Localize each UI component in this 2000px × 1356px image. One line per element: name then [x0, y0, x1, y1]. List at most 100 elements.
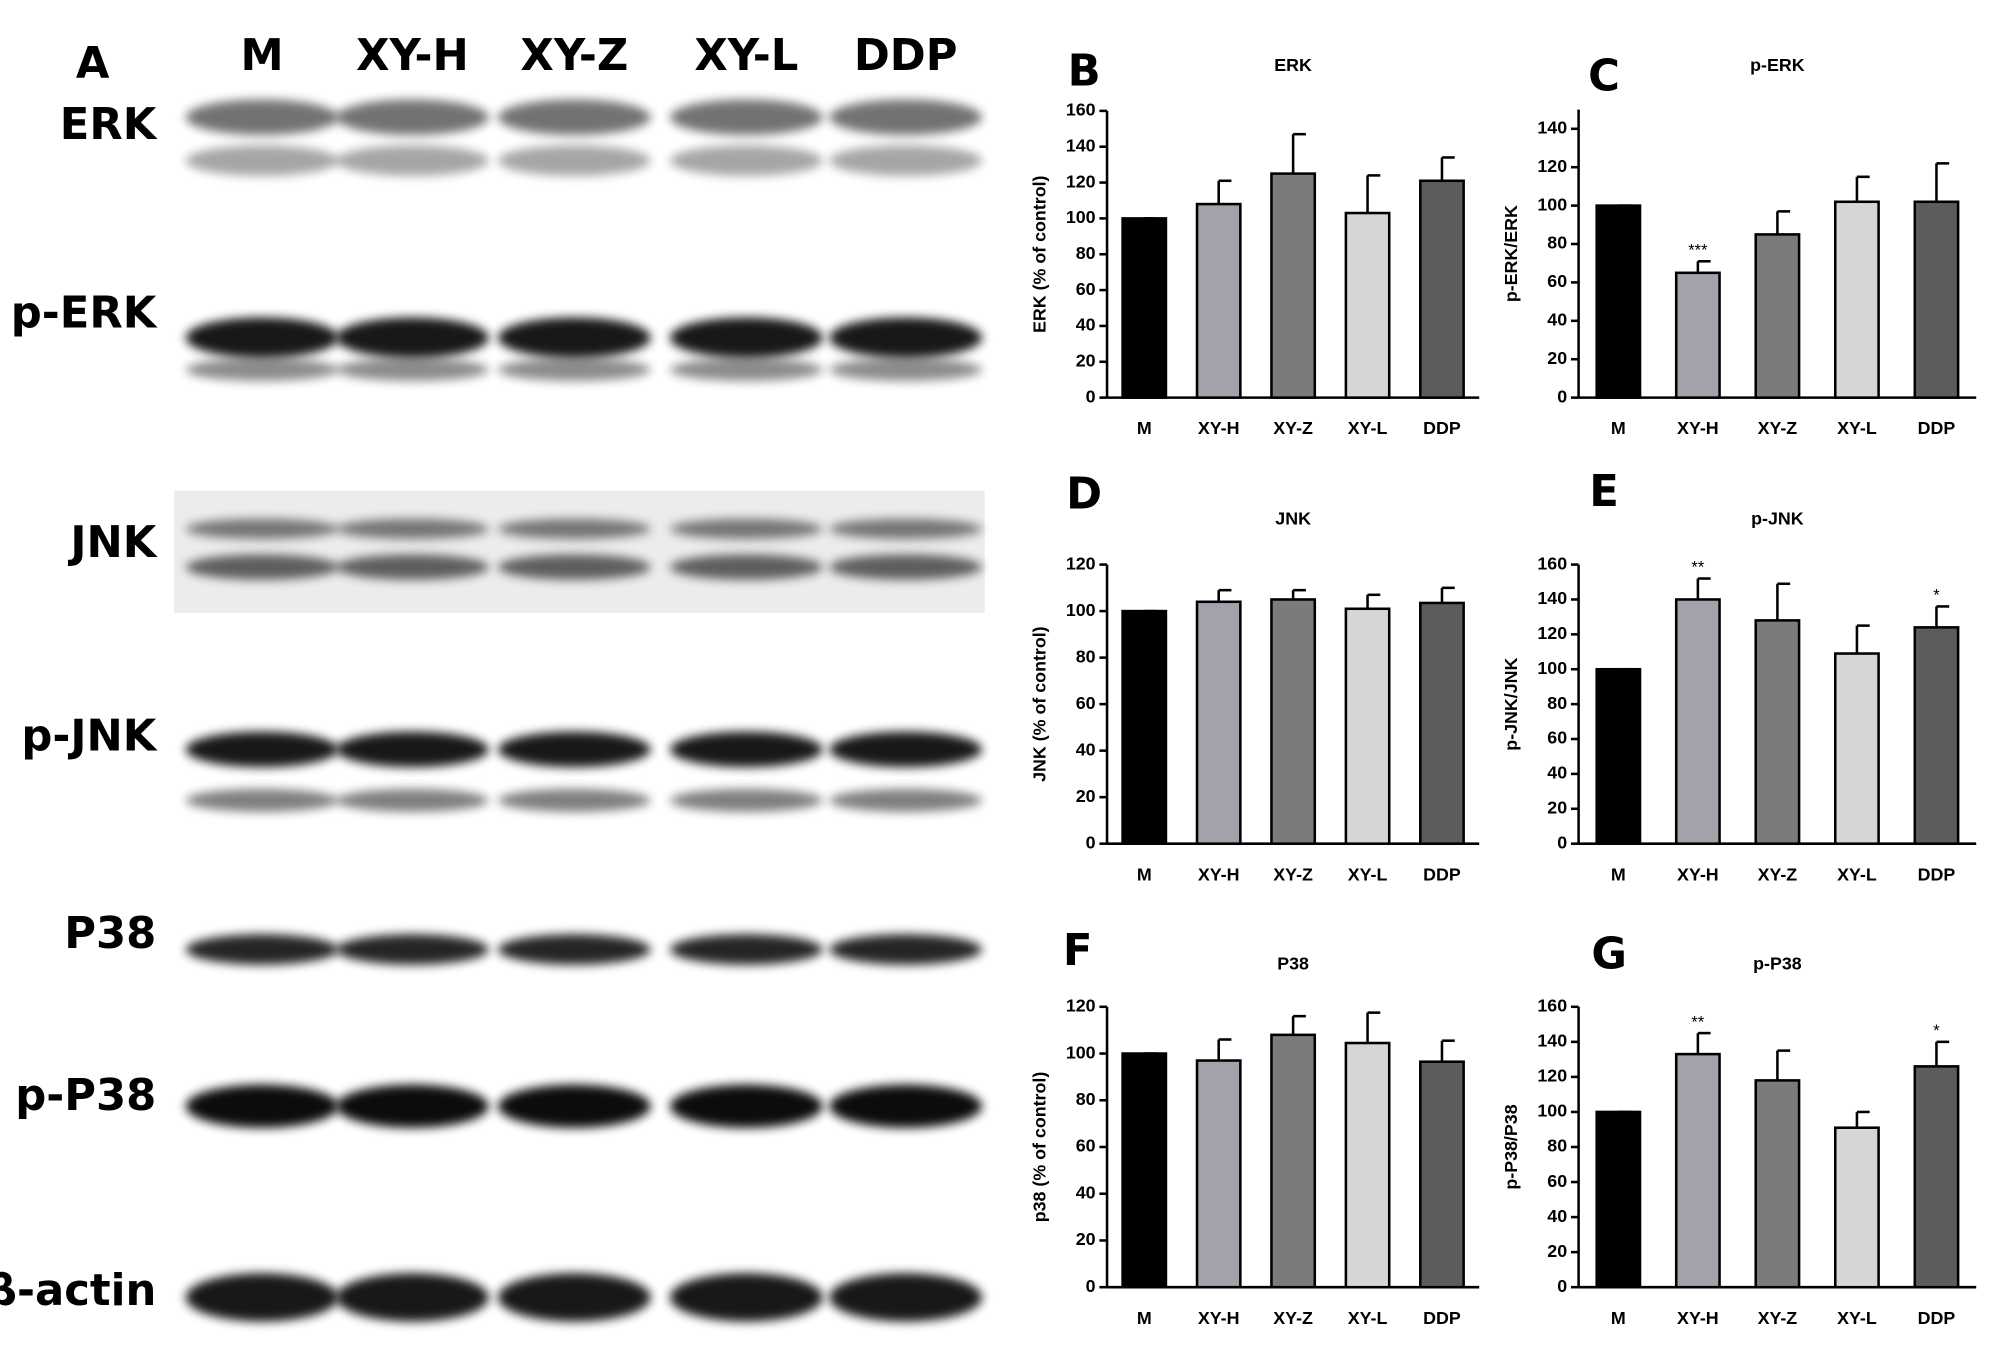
blot-band [336, 1273, 489, 1322]
y-tick-label: 120 [1066, 996, 1096, 1016]
blot-band [669, 1084, 823, 1128]
y-tick-label: 60 [1076, 279, 1096, 299]
x-tick-label: DDP [1423, 1308, 1461, 1328]
blot-band [185, 1084, 339, 1128]
blot-band [829, 554, 983, 580]
blot-band [497, 358, 651, 382]
y-tick-label: 120 [1537, 156, 1567, 176]
blot-band [185, 518, 339, 540]
x-tick-label: DDP [1423, 864, 1461, 884]
blot-band [829, 317, 983, 359]
blot-band [669, 934, 823, 965]
blot-band [829, 1273, 983, 1322]
panel-letter: E [1589, 467, 1619, 517]
bar [1195, 600, 1242, 845]
y-tick-label: 60 [1547, 1171, 1567, 1191]
blot-band [669, 317, 823, 359]
blot-band [829, 518, 983, 540]
blot-band [829, 731, 983, 768]
bar [1754, 619, 1801, 845]
significance-label: * [1933, 1021, 1940, 1040]
x-tick-label: XY-Z [1758, 1308, 1798, 1328]
y-tick-label: 0 [1086, 832, 1096, 852]
protein-label: p-ERK [11, 289, 158, 339]
bar [1595, 204, 1642, 399]
blot-background [174, 490, 985, 614]
blot-band [829, 788, 983, 812]
y-tick-label: 40 [1547, 1206, 1567, 1226]
bar [1674, 598, 1721, 845]
bar [1344, 211, 1391, 399]
x-tick-label: XY-Z [1758, 864, 1798, 884]
y-tick-label: 40 [1547, 763, 1567, 783]
blot-band [497, 317, 651, 359]
chart-title: p-ERK [1750, 55, 1805, 75]
protein-label: β-actin [0, 1266, 156, 1316]
y-tick-label: 40 [1076, 315, 1096, 335]
bar [1833, 1126, 1880, 1289]
bar [1754, 233, 1801, 399]
y-tick-label: 20 [1076, 1229, 1096, 1249]
chart-title: P38 [1277, 953, 1309, 973]
x-tick-label: DDP [1918, 418, 1956, 438]
blot-band [829, 1084, 983, 1128]
y-tick-label: 100 [1537, 1101, 1567, 1121]
y-tick-label: 120 [1066, 171, 1096, 191]
y-tick-label: 140 [1066, 135, 1096, 155]
y-tick-label: 100 [1537, 658, 1567, 678]
blot-band [336, 518, 489, 540]
blot-band [669, 1273, 823, 1322]
y-axis-label: JNK (% of control) [1030, 626, 1050, 782]
y-axis-label: p38 (% of control) [1030, 1072, 1050, 1223]
bar [1270, 172, 1317, 399]
y-tick-label: 60 [1547, 728, 1567, 748]
chart-title: ERK [1274, 55, 1312, 75]
x-tick-label: M [1611, 1308, 1626, 1328]
x-tick-label: XY-Z [1273, 864, 1313, 884]
y-tick-label: 0 [1557, 1276, 1567, 1296]
bar [1270, 1033, 1317, 1289]
bar [1674, 1052, 1721, 1289]
bar [1344, 1041, 1391, 1289]
y-tick-label: 60 [1076, 1136, 1096, 1156]
y-tick-label: 120 [1066, 553, 1096, 573]
bar [1121, 1052, 1168, 1289]
bar [1270, 598, 1317, 845]
y-tick-label: 40 [1547, 310, 1567, 330]
y-tick-label: 20 [1076, 350, 1096, 370]
blot-band [497, 934, 651, 965]
y-tick-label: 160 [1537, 996, 1567, 1016]
x-tick-label: XY-L [1837, 418, 1877, 438]
bar [1419, 179, 1465, 399]
blot-band [497, 1273, 651, 1322]
y-tick-label: 20 [1547, 798, 1567, 818]
y-tick-label: 100 [1066, 600, 1096, 620]
x-tick-label: DDP [1918, 1308, 1956, 1328]
y-tick-label: 20 [1547, 1241, 1567, 1261]
blot-band [185, 731, 339, 768]
bar [1195, 1059, 1242, 1289]
panel-letter: C [1588, 52, 1620, 102]
blot-band [336, 145, 489, 176]
y-axis-label: p-ERK/ERK [1501, 205, 1521, 302]
y-tick-label: 80 [1076, 243, 1096, 263]
bar [1595, 667, 1642, 845]
y-tick-label: 160 [1537, 553, 1567, 573]
blot-band [185, 145, 339, 176]
blot-band [669, 731, 823, 768]
significance-label: * [1933, 586, 1940, 605]
blot-band [185, 358, 339, 382]
x-tick-label: XY-Z [1273, 1308, 1313, 1328]
panel-label: A [76, 39, 110, 89]
lane-label: XY-L [694, 31, 798, 81]
y-tick-label: 80 [1547, 1136, 1567, 1156]
bar [1419, 1060, 1465, 1289]
x-tick-label: DDP [1423, 418, 1461, 438]
y-axis-label: p-JNK/JNK [1501, 657, 1521, 750]
blot-band [336, 934, 489, 965]
significance-label: ** [1691, 1012, 1704, 1031]
blot-band [185, 554, 339, 580]
x-tick-label: M [1611, 864, 1626, 884]
chart-title: p-P38 [1753, 953, 1802, 973]
blot-band [336, 731, 489, 768]
